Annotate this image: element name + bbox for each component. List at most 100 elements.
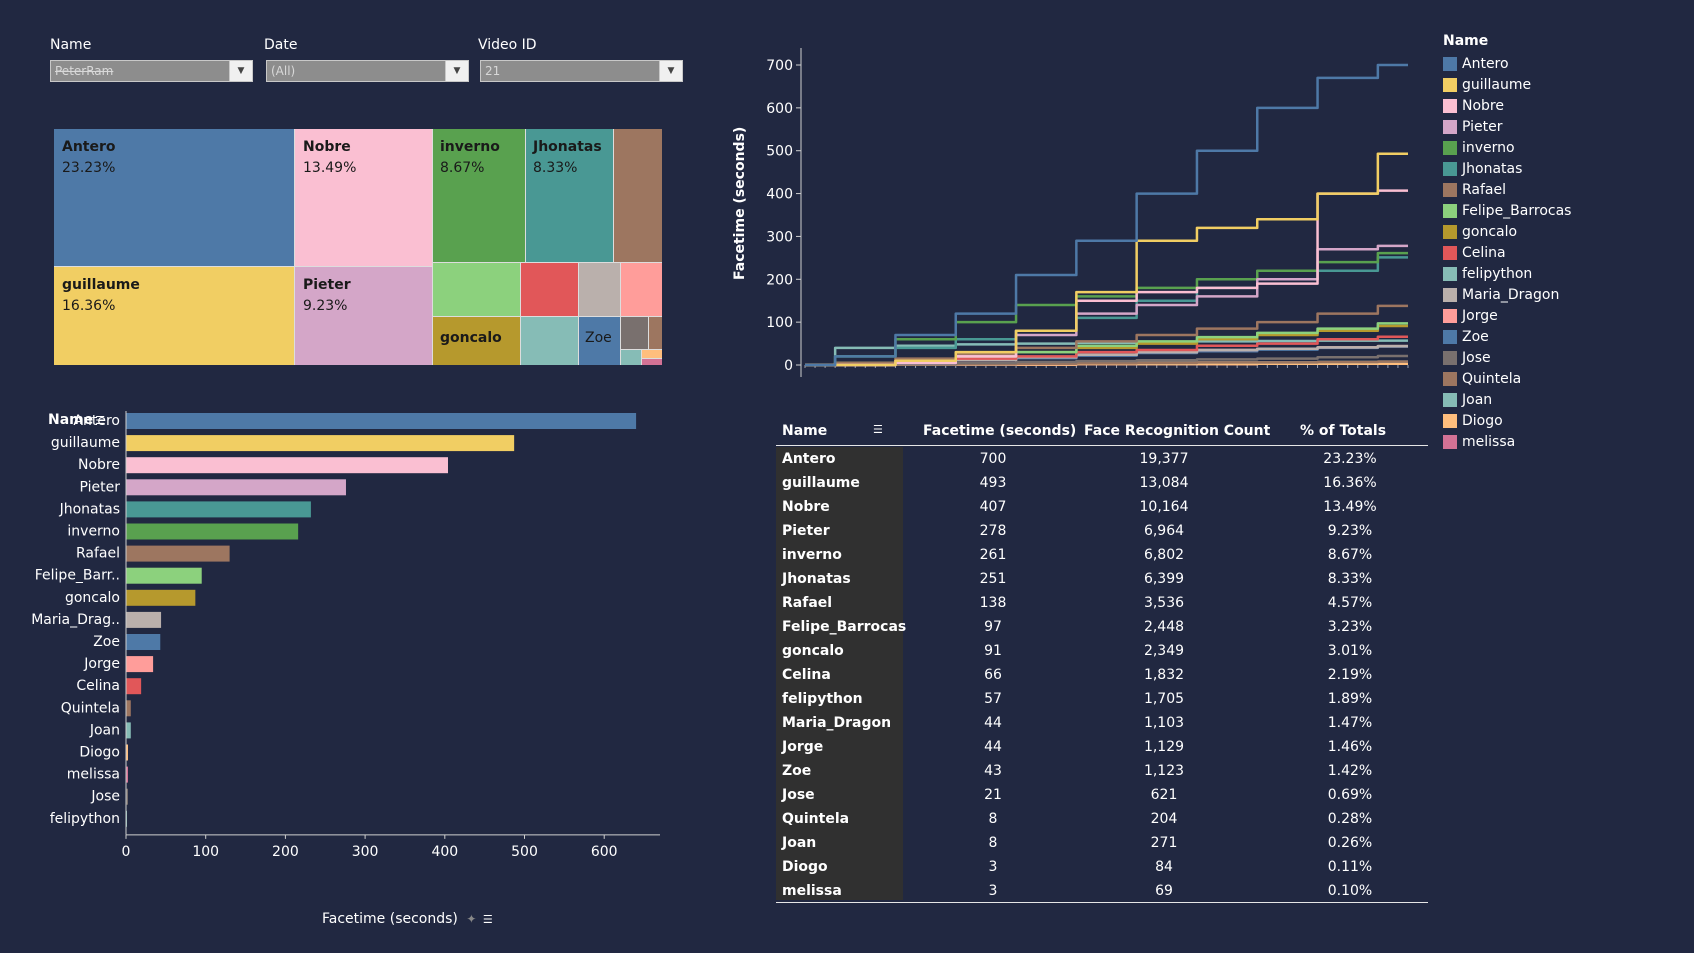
treemap-label: Nobre 13.49% (303, 139, 357, 176)
sort-icon[interactable]: ☰ (482, 913, 493, 926)
bar[interactable] (126, 744, 128, 761)
legend-label: Jhonatas (1462, 161, 1523, 177)
treemap-cell-melissa[interactable] (642, 359, 662, 365)
bar[interactable] (126, 611, 162, 628)
bar[interactable] (126, 722, 131, 739)
table-row[interactable]: Jorge 44 1,129 1.46% (0, 735, 1694, 759)
treemap-cell-joan[interactable] (621, 350, 641, 365)
legend-label: felipython (1462, 266, 1533, 282)
chevron-down-icon[interactable]: ▼ (229, 61, 252, 81)
treemap-cell-felipe-barrocas[interactable] (433, 263, 520, 316)
chevron-down-icon[interactable]: ▼ (659, 61, 682, 81)
bar-label: Rafael (76, 546, 120, 562)
date-filter-dropdown[interactable]: (All) ▼ (266, 60, 469, 82)
y-tick-label: 100 (766, 315, 793, 331)
sort-icon[interactable]: ☰ (873, 423, 883, 436)
table-row[interactable]: Maria_Dragon 44 1,103 1.47% (0, 711, 1694, 735)
legend-label: Quintela (1462, 371, 1522, 387)
table-row[interactable]: Zoe 43 1,123 1.42% (0, 759, 1694, 783)
bar[interactable] (126, 457, 448, 474)
bar[interactable] (126, 589, 196, 606)
legend-label: Jose (1462, 350, 1491, 366)
table-cell: 0.11% (1327, 859, 1373, 875)
legend-swatch (1443, 57, 1457, 71)
table-header-pct-totals[interactable]: % of Totals (1300, 423, 1387, 439)
table-row[interactable]: inverno 261 6,802 8.67% (0, 543, 1694, 567)
bar[interactable] (126, 788, 128, 805)
treemap-cell-rafael[interactable] (614, 129, 662, 262)
treemap-cell-pieter[interactable]: Pieter 9.23% (295, 267, 432, 365)
table-row[interactable]: Antero 700 19,377 23.23% (0, 447, 1694, 471)
bar[interactable] (126, 656, 154, 673)
treemap: Antero 23.23% Nobre 13.49% inverno 8.67% Jh… (54, 129, 662, 365)
treemap-cell-maria-dragon[interactable] (579, 263, 620, 316)
bar[interactable] (126, 567, 202, 584)
name-filter-dropdown[interactable]: PeterRam ▼ (50, 60, 253, 82)
table-row[interactable]: felipython 57 1,705 1.89% (0, 687, 1694, 711)
bar[interactable] (126, 634, 161, 650)
treemap-cell-jhonatas[interactable]: Jhonatas 8.33% (526, 129, 613, 262)
table-row[interactable]: Jhonatas 251 6,399 8.33% (0, 567, 1694, 591)
bar-label: Diogo (79, 745, 120, 761)
table-header-name[interactable]: Name (782, 423, 828, 439)
chevron-down-icon[interactable]: ▼ (445, 61, 468, 81)
table-row[interactable]: Celina 66 1,832 2.19% (0, 663, 1694, 687)
table-row[interactable]: Jose 21 621 0.69% (0, 783, 1694, 807)
x-tick-label: 0 (122, 844, 131, 860)
bar-label: goncalo (65, 590, 120, 606)
table-cell-name: Celina (782, 667, 831, 683)
treemap-cell-celina[interactable] (521, 263, 578, 316)
table-cell-name: Jhonatas (782, 571, 851, 587)
y-tick-label: 600 (766, 101, 793, 117)
table-row[interactable]: Joan 8 271 0.26% (0, 831, 1694, 855)
table-header-face-recognition-count[interactable]: Face Recognition Count (1084, 423, 1271, 439)
table-row[interactable]: guillaume 493 13,084 16.36% (0, 471, 1694, 495)
bar[interactable] (126, 678, 142, 695)
bar[interactable] (126, 479, 346, 496)
bar[interactable] (126, 501, 311, 518)
y-tick-label: 0 (784, 358, 793, 374)
sort-icon[interactable]: ☰ (95, 414, 106, 427)
treemap-cell-diogo[interactable] (642, 350, 662, 358)
treemap-cell-zoe[interactable]: Zoe (579, 317, 620, 365)
table-row[interactable]: Quintela 8 204 0.28% (0, 807, 1694, 831)
legend-swatch (1443, 183, 1457, 197)
table-cell: 2,349 (1143, 643, 1185, 659)
x-tick-label: 200 (272, 844, 299, 860)
bar[interactable] (126, 700, 131, 717)
bar[interactable] (126, 545, 230, 562)
pin-icon[interactable]: ✦ (466, 912, 477, 926)
treemap-label: Pieter 9.23% (303, 277, 351, 314)
treemap-cell-inverno[interactable]: inverno 8.67% (433, 129, 525, 262)
line-series[interactable] (805, 152, 1408, 367)
table-row[interactable]: Rafael 138 3,536 4.57% (0, 591, 1694, 615)
bar[interactable] (126, 766, 128, 783)
treemap-cell-nobre[interactable]: Nobre 13.49% (295, 129, 432, 266)
table-cell: 8.33% (1327, 571, 1373, 587)
bar-label: Felipe_Barr.. (35, 568, 120, 584)
bar[interactable] (126, 413, 637, 429)
table-row[interactable]: Nobre 407 10,164 13.49% (0, 495, 1694, 519)
table-header-facetime[interactable]: Facetime (seconds) (923, 423, 1077, 439)
table-cell-name: Antero (782, 451, 836, 467)
table-row[interactable]: goncalo 91 2,349 3.01% (0, 639, 1694, 663)
treemap-cell-felipython[interactable] (521, 317, 578, 365)
table-cell: 138 (979, 595, 1007, 611)
video-id-filter-dropdown[interactable]: 21 ▼ (480, 60, 683, 82)
treemap-cell-quintela[interactable] (649, 317, 662, 349)
x-tick-label: 400 (431, 844, 458, 860)
bar[interactable] (126, 435, 515, 452)
treemap-cell-jorge[interactable] (621, 263, 662, 316)
treemap-cell-goncalo[interactable]: goncalo (433, 317, 520, 365)
treemap-cell-jose[interactable] (621, 317, 648, 349)
line-series[interactable] (805, 304, 1408, 367)
line-series[interactable] (805, 63, 1408, 367)
table-row[interactable]: Felipe_Barrocas 97 2,448 3.23% (0, 615, 1694, 639)
table-row[interactable]: Diogo 3 84 0.11% (0, 855, 1694, 879)
treemap-cell-antero[interactable]: Antero 23.23% (54, 129, 294, 266)
treemap-cell-guillaume[interactable]: guillaume 16.36% (54, 267, 294, 365)
table-row[interactable]: Pieter 278 6,964 9.23% (0, 519, 1694, 543)
bar[interactable] (126, 523, 299, 540)
table-row[interactable]: melissa 3 69 0.10% (0, 879, 1694, 903)
line-series[interactable] (805, 189, 1408, 367)
